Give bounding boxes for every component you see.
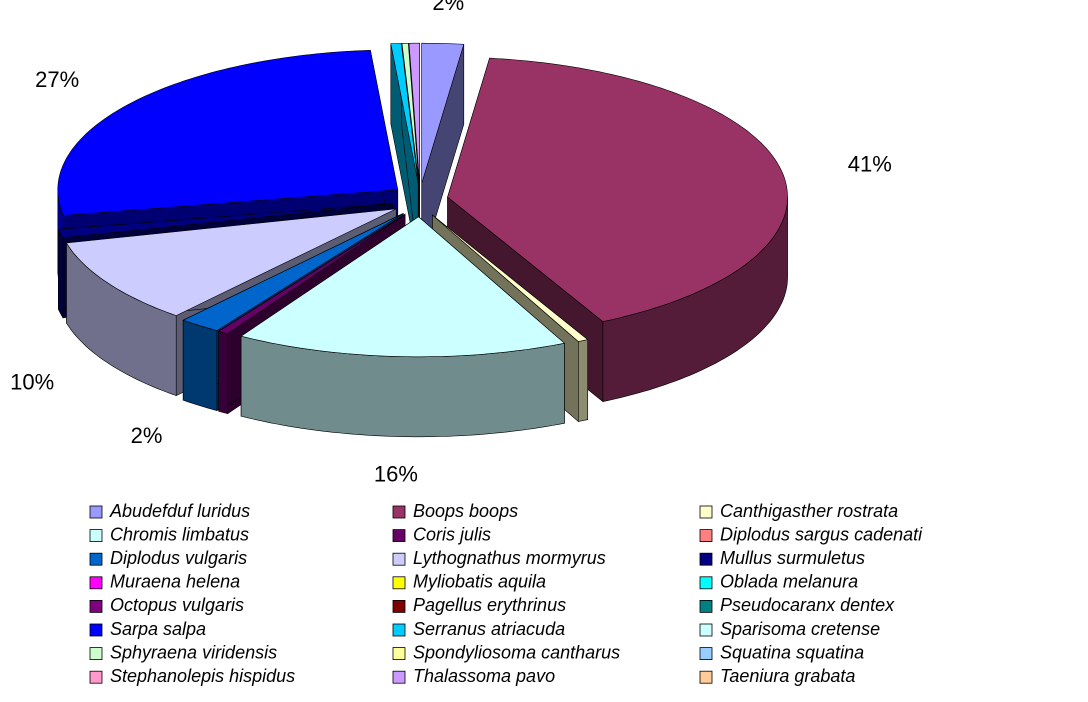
slice-top xyxy=(432,214,589,342)
legend-label: Mullus surmuletus xyxy=(720,548,865,568)
slice xyxy=(240,216,566,438)
slice-top xyxy=(182,213,404,331)
slice-top xyxy=(447,57,788,322)
slice-top xyxy=(57,49,399,216)
legend-label: Boops boops xyxy=(413,501,518,521)
legend-swatch xyxy=(699,670,713,684)
legend-label: Oblada melanura xyxy=(720,572,858,592)
legend-label: Diplodus sargus cadenati xyxy=(720,524,923,544)
legend-label: Muraena helena xyxy=(110,572,240,592)
legend-label: Taeniura grabata xyxy=(720,666,855,686)
legend-label: Myliobatis aquila xyxy=(413,572,546,592)
legend-label: Squatina squatina xyxy=(720,642,864,662)
legend-label: Serranus atriacuda xyxy=(413,619,565,639)
legend-swatch xyxy=(392,670,406,684)
data-label: 10% xyxy=(10,369,54,394)
legend-swatch xyxy=(392,647,406,660)
legend-swatch xyxy=(392,529,406,542)
legend-label: Diplodus vulgaris xyxy=(110,548,247,568)
legend-label: Sparisoma cretense xyxy=(720,619,880,639)
slice xyxy=(447,57,788,403)
legend-swatch xyxy=(392,576,406,590)
slice-top xyxy=(217,213,406,334)
legend-swatch xyxy=(89,552,103,566)
slice-top xyxy=(421,42,465,184)
slice-top xyxy=(57,203,393,239)
legend-label: Chromis limbatus xyxy=(110,524,249,544)
slice-wall xyxy=(182,319,218,411)
legend-label: Sarpa salpa xyxy=(110,619,206,639)
legend-swatch xyxy=(699,576,713,590)
legend-label: Canthigasther rostrata xyxy=(720,501,898,521)
legend-swatch xyxy=(89,623,103,637)
legend-swatch xyxy=(699,600,713,613)
legend-swatch xyxy=(89,647,103,660)
legend-label: Sphyraena viridensis xyxy=(110,642,277,662)
legend-label: Pseudocaranx dentex xyxy=(720,595,895,615)
data-label: 41% xyxy=(848,152,892,177)
slice xyxy=(421,42,465,264)
legend-swatch xyxy=(392,552,406,566)
legend-swatch xyxy=(89,600,103,613)
slice-wall xyxy=(58,229,64,319)
slice-top xyxy=(240,216,566,358)
legend-label: Pagellus erythrinus xyxy=(413,595,566,615)
legend-swatch xyxy=(392,505,406,519)
slice-top xyxy=(401,43,420,184)
slice xyxy=(390,43,419,264)
legend-swatch xyxy=(392,600,406,613)
data-label: 2% xyxy=(432,0,464,15)
legend-label: Abudefduf luridus xyxy=(109,501,250,521)
legend-label: Spondyliosoma cantharus xyxy=(413,642,620,662)
data-label: 16% xyxy=(374,462,418,487)
slice-wall xyxy=(218,330,228,414)
legend-swatch xyxy=(392,623,406,637)
legend-swatch xyxy=(699,647,713,660)
legend-swatch xyxy=(89,505,103,519)
data-label: 2% xyxy=(131,423,163,448)
legend-swatch xyxy=(699,623,713,637)
legend-swatch xyxy=(699,529,713,542)
legend-swatch xyxy=(89,529,103,542)
legend-label: Octopus vulgaris xyxy=(110,595,244,615)
slice-top xyxy=(65,208,397,316)
legend-swatch xyxy=(699,552,713,566)
legend-swatch xyxy=(89,670,103,684)
legend-label: Stephanolepis hispidus xyxy=(110,666,295,686)
legend-label: Coris julis xyxy=(413,524,491,544)
data-label: 27% xyxy=(35,67,79,92)
legend-label: Thalassoma pavo xyxy=(413,666,555,686)
slice-top xyxy=(390,43,419,184)
slice-wall xyxy=(578,339,588,422)
legend-swatch xyxy=(699,505,713,519)
slice-top xyxy=(408,42,420,184)
legend-swatch xyxy=(89,576,103,590)
legend-label: Lythognathus mormyrus xyxy=(413,548,606,568)
